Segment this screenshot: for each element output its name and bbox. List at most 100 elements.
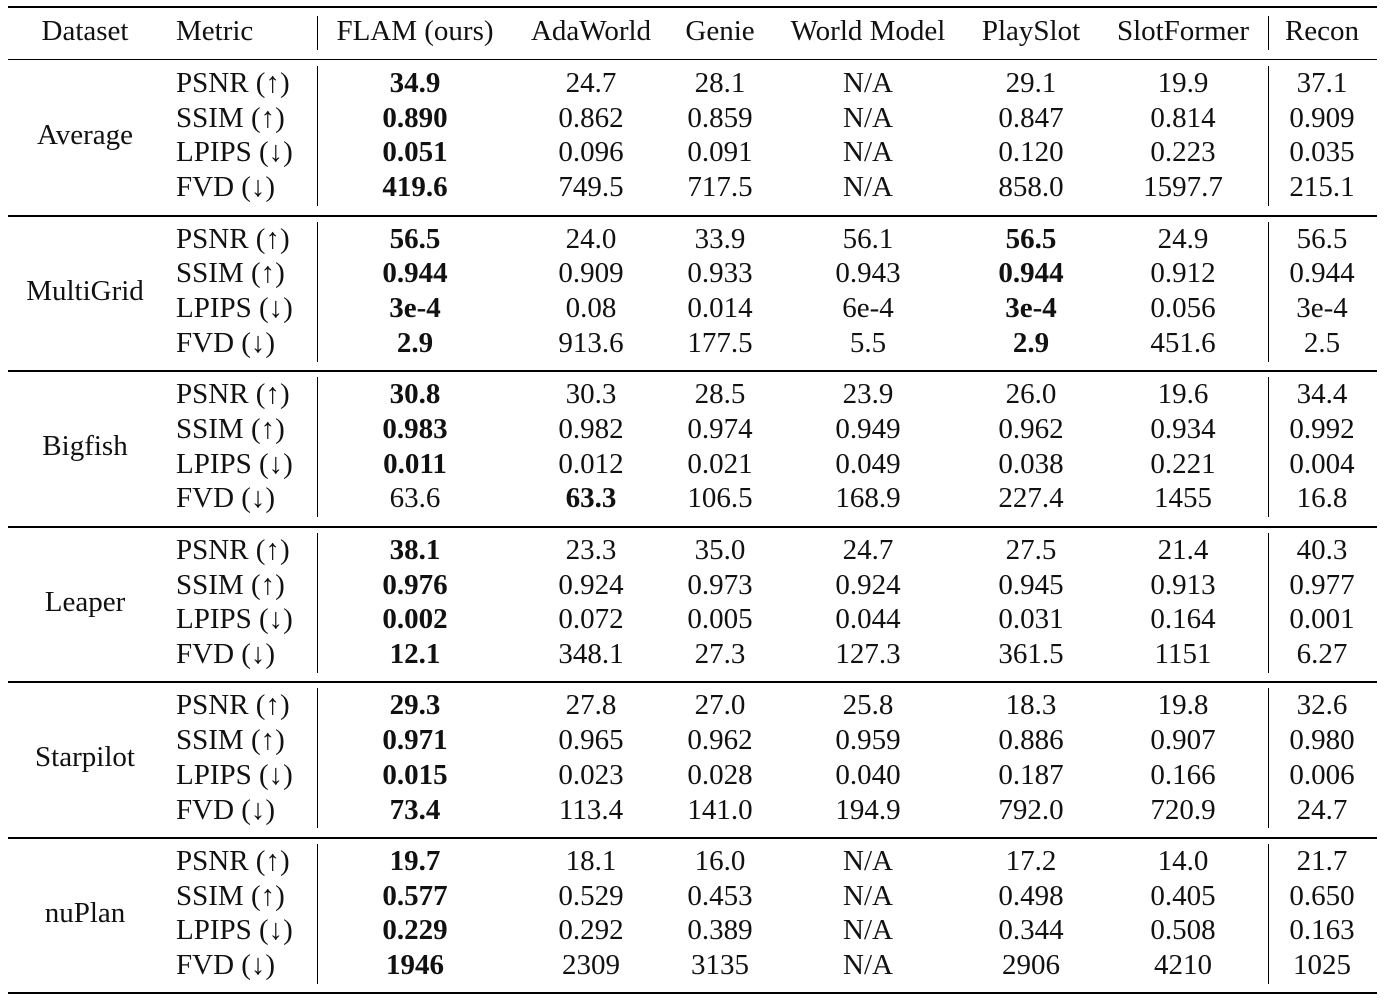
table-cell: 0.944	[382, 257, 448, 290]
table-cell: 0.959	[835, 724, 901, 757]
table-cell: 32.6	[1296, 689, 1348, 722]
table-cell: 18.1	[565, 845, 617, 877]
table-cell: 6.27	[1296, 637, 1348, 670]
header-genie: Genie	[685, 15, 755, 47]
metric-label: FVD (↓)	[176, 171, 276, 204]
table-cell: 1151	[1154, 637, 1212, 670]
group-rule	[8, 214, 1377, 217]
metric-label: LPIPS (↓)	[176, 914, 293, 947]
table-cell: N/A	[843, 67, 893, 99]
group-divider-left	[317, 66, 318, 206]
table-cell: 56.5	[1005, 222, 1057, 255]
table-cell: 29.3	[389, 689, 441, 722]
table-cell: 1025	[1293, 949, 1351, 982]
table-cell: 21.7	[1296, 845, 1348, 877]
table-cell: 3e-4	[1005, 292, 1057, 324]
table-cell: 168.9	[835, 482, 901, 515]
table-cell: 24.7	[842, 533, 894, 566]
dataset-label: Leaper	[44, 585, 126, 618]
table-cell: 3e-4	[389, 292, 441, 324]
table-cell: 0.389	[687, 914, 753, 947]
table-cell: 18.3	[1005, 689, 1057, 722]
table-cell: 0.508	[1150, 914, 1216, 947]
group-divider-left	[317, 377, 318, 518]
table-cell: 0.002	[382, 603, 448, 636]
table-cell: 0.859	[687, 101, 753, 134]
table-cell: 0.924	[835, 568, 901, 601]
table-cell: 27.5	[1005, 533, 1057, 566]
table-cell: 0.977	[1289, 568, 1355, 601]
table-cell: 1455	[1154, 482, 1212, 515]
table-cell: 14.0	[1157, 845, 1209, 877]
table-cell: 0.912	[1150, 257, 1216, 290]
dataset-label: Bigfish	[42, 430, 128, 463]
table-cell: 0.012	[558, 447, 624, 480]
table-cell: 348.1	[558, 637, 624, 670]
table-cell: 28.1	[694, 67, 746, 99]
table-cell: 0.992	[1289, 412, 1355, 445]
metric-label: PSNR (↑)	[176, 222, 290, 255]
table-cell: 0.120	[998, 136, 1064, 169]
table-cell: 17.2	[1005, 845, 1057, 877]
metric-label: FVD (↓)	[176, 482, 276, 515]
group-rule	[8, 370, 1377, 373]
metric-label: FVD (↓)	[176, 949, 276, 982]
table-cell: 3135	[691, 949, 749, 982]
table-cell: 73.4	[389, 793, 441, 826]
header-playslot: PlaySlot	[981, 15, 1081, 47]
table-cell: 0.011	[383, 447, 447, 480]
table-cell: 0.164	[1150, 603, 1216, 636]
table-cell: 28.5	[694, 378, 746, 411]
table-cell: 0.933	[687, 257, 753, 290]
table-cell: 56.5	[389, 222, 441, 255]
table-cell: 0.223	[1150, 136, 1216, 169]
table-cell: 0.949	[835, 412, 901, 445]
table-cell: 0.040	[835, 758, 901, 791]
dataset-label: MultiGrid	[26, 274, 144, 307]
table-cell: 33.9	[694, 222, 746, 255]
metric-label: LPIPS (↓)	[176, 758, 293, 791]
group-divider-right	[1268, 66, 1269, 206]
table-cell: 0.965	[558, 724, 624, 757]
table-cell: 717.5	[687, 171, 753, 204]
table-cell: 858.0	[998, 171, 1064, 204]
table-cell: N/A	[843, 171, 893, 204]
table-cell: 0.971	[382, 724, 448, 757]
dataset-label: Starpilot	[35, 741, 135, 774]
table-cell: 2.9	[1012, 326, 1050, 359]
table-cell: 0.529	[558, 879, 624, 912]
table-cell: 0.934	[1150, 412, 1216, 445]
table-cell: 21.4	[1157, 533, 1209, 566]
table-cell: 227.4	[998, 482, 1064, 515]
table-cell: 0.983	[382, 412, 448, 445]
table-cell: 0.096	[558, 136, 624, 169]
table-cell: 0.577	[382, 879, 448, 912]
metric-label: SSIM (↑)	[176, 724, 285, 757]
table-cell: 0.163	[1289, 914, 1355, 947]
group-rule	[8, 525, 1377, 528]
table-cell: 38.1	[389, 533, 441, 566]
table-cell: 0.976	[382, 568, 448, 601]
metric-label: LPIPS (↓)	[176, 603, 293, 636]
table-cell: 25.8	[842, 689, 894, 722]
table-cell: 19.8	[1157, 689, 1209, 722]
table-cell: 6e-4	[842, 292, 894, 324]
group-divider-right	[1268, 221, 1269, 362]
header-flam: FLAM (ours)	[336, 15, 494, 47]
table-cell: 0.292	[558, 914, 624, 947]
table-cell: 24.7	[1296, 793, 1348, 826]
table-cell: 34.4	[1296, 378, 1348, 411]
dataset-label: Average	[36, 119, 134, 152]
table-cell: 0.453	[687, 879, 753, 912]
metric-label: SSIM (↑)	[176, 257, 285, 290]
table-cell: N/A	[843, 949, 893, 982]
header-adaworld: AdaWorld	[530, 15, 652, 47]
table-cell: 0.886	[998, 724, 1064, 757]
group-divider-right	[1268, 532, 1269, 673]
table-cell: 0.051	[382, 136, 448, 169]
table-cell: 913.6	[558, 326, 624, 359]
table-cell: 0.187	[998, 758, 1064, 791]
table-cell: 0.909	[1289, 101, 1355, 134]
table-cell: 0.001	[1289, 603, 1355, 636]
table-cell: 23.9	[842, 378, 894, 411]
